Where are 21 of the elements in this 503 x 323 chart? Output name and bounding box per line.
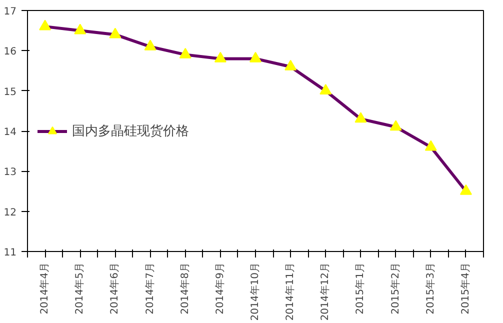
x-tick-label: 2014年11月: [284, 262, 296, 321]
x-tick-label: 2014年4月: [38, 262, 51, 314]
x-tick-label: 2014年6月: [108, 262, 121, 314]
x-tick-label: 2014年8月: [178, 262, 191, 314]
x-tick-label: 2014年9月: [214, 262, 226, 314]
y-tick-label: 12: [4, 207, 17, 218]
y-tick-label: 14: [4, 127, 17, 138]
y-tick-label: 11: [4, 248, 17, 258]
y-tick-label: 17: [4, 6, 17, 18]
x-tick-label: 2014年10月: [249, 262, 261, 321]
y-tick-label: 16: [4, 46, 17, 58]
x-tick-label: 2015年4月: [459, 262, 472, 314]
legend-label: 国内多晶硅现货价格: [72, 122, 189, 140]
y-tick-label: 13: [4, 167, 17, 178]
x-tick-label: 2014年5月: [74, 262, 86, 314]
x-tick-label: 2015年3月: [424, 262, 436, 314]
x-tick-label: 2015年1月: [354, 262, 366, 314]
x-tick-label: 2014年7月: [144, 262, 156, 314]
x-tick-label: 2014年12月: [319, 262, 332, 321]
y-tick-label: 15: [4, 86, 17, 98]
x-tick-label: 2015年2月: [389, 262, 402, 314]
